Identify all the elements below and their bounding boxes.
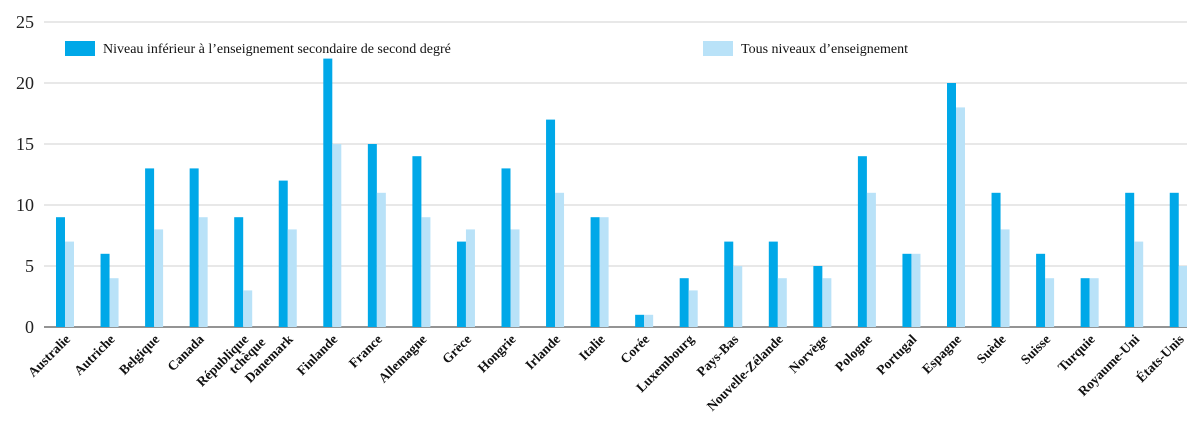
bar-series-2-15 [733,266,743,327]
bar-series-2-9 [465,229,475,327]
bar-series-2-20 [956,107,965,328]
bar-series-2-4 [243,290,253,327]
bar-series-2-1 [109,278,119,327]
x-tick-label: Canada [164,331,207,374]
bars [56,58,1187,328]
bar-series-1-0 [56,217,65,327]
bar-series-1-22 [1036,253,1046,327]
x-tick-label: Turquie [1055,332,1098,375]
bar-series-1-17 [813,266,823,327]
bar-series-2-6 [332,144,342,327]
bar-series-1-16 [768,241,778,327]
x-tick-label: Suisse [1018,332,1054,368]
bar-series-2-2 [154,229,164,327]
bar-series-1-14 [679,278,689,327]
bar-series-1-6 [323,58,333,327]
bar-series-2-5 [287,229,297,327]
bar-series-2-21 [1000,229,1010,327]
y-tick-label: 25 [16,12,34,32]
legend-label-series-2: Tous niveaux d’enseignement [741,42,908,57]
x-tick-label: Portugal [873,331,919,377]
x-tick-label: Autriche [71,332,118,379]
bar-series-1-1 [100,253,110,327]
bar-series-1-7 [367,144,377,327]
x-tick-label: Pologne [832,332,875,375]
bar-series-1-2 [145,168,155,327]
x-tick-label: France [346,332,385,371]
x-tick-label: Irlande [522,332,563,373]
gridlines [44,21,1187,328]
legend: Niveau inférieur à l’enseignement second… [65,41,908,57]
x-tick-label: Belgique [116,332,162,378]
bar-series-2-22 [1045,278,1055,327]
bar-series-2-17 [822,278,832,327]
bar-series-1-24 [1125,192,1135,327]
bar-series-2-18 [866,192,876,327]
x-tick-label: Corée [617,332,652,367]
x-tick-label: Finlande [294,332,341,379]
bar-series-2-8 [421,217,431,327]
bar-series-1-13 [635,314,645,327]
bar-series-1-25 [1169,192,1179,327]
x-tick-label: Allemagne [375,332,429,386]
y-tick-label: 20 [16,73,34,93]
bar-series-2-12 [599,217,609,327]
bar-series-1-10 [501,168,511,327]
legend-label-series-1: Niveau inférieur à l’enseignement second… [103,42,451,57]
bar-series-1-8 [412,156,422,327]
y-tick-label: 15 [16,134,34,154]
legend-swatch-series-2 [703,41,733,56]
bar-series-2-25 [1178,266,1187,327]
bar-series-1-3 [189,168,199,327]
bar-series-1-5 [278,180,288,327]
bar-series-2-24 [1134,241,1144,327]
bar-series-2-3 [198,217,208,327]
bar-series-1-20 [947,83,956,327]
x-tick-label: Suède [974,332,1009,367]
bar-series-1-15 [724,241,734,327]
bar-series-1-18 [857,156,867,327]
bar-series-2-10 [510,229,520,327]
x-tick-label: États-Unis [1133,332,1187,386]
x-tick-label: Italie [576,332,608,364]
bar-series-1-9 [456,241,466,327]
bar-series-2-11 [555,192,565,327]
x-tick-label: Grèce [439,332,474,367]
bar-series-1-12 [590,217,600,327]
y-axis: 0 5 10 15 20 25 [16,12,34,337]
y-tick-label: 10 [16,195,34,215]
bar-series-2-16 [777,278,787,327]
bar-series-2-23 [1089,278,1099,327]
bar-series-1-4 [234,217,244,327]
bar-series-1-23 [1080,278,1090,327]
legend-swatch-series-1 [65,41,95,56]
bar-series-2-14 [688,290,698,327]
bar-series-1-19 [902,253,912,327]
bar-series-2-7 [376,192,386,327]
bar-series-2-13 [644,314,654,327]
x-tick-label: Espagne [919,332,964,377]
x-tick-label: Hongrie [475,332,519,376]
bar-series-2-19 [911,253,921,327]
y-tick-label: 0 [25,317,34,337]
y-tick-label: 5 [25,256,34,276]
bar-series-1-11 [546,119,556,327]
x-tick-label: Australie [25,332,73,380]
bar-series-1-21 [991,192,1001,327]
x-tick-label: Nouvelle-Zélande [704,332,786,414]
x-tick-label: Norvège [786,332,831,377]
bar-series-2-0 [65,241,74,327]
